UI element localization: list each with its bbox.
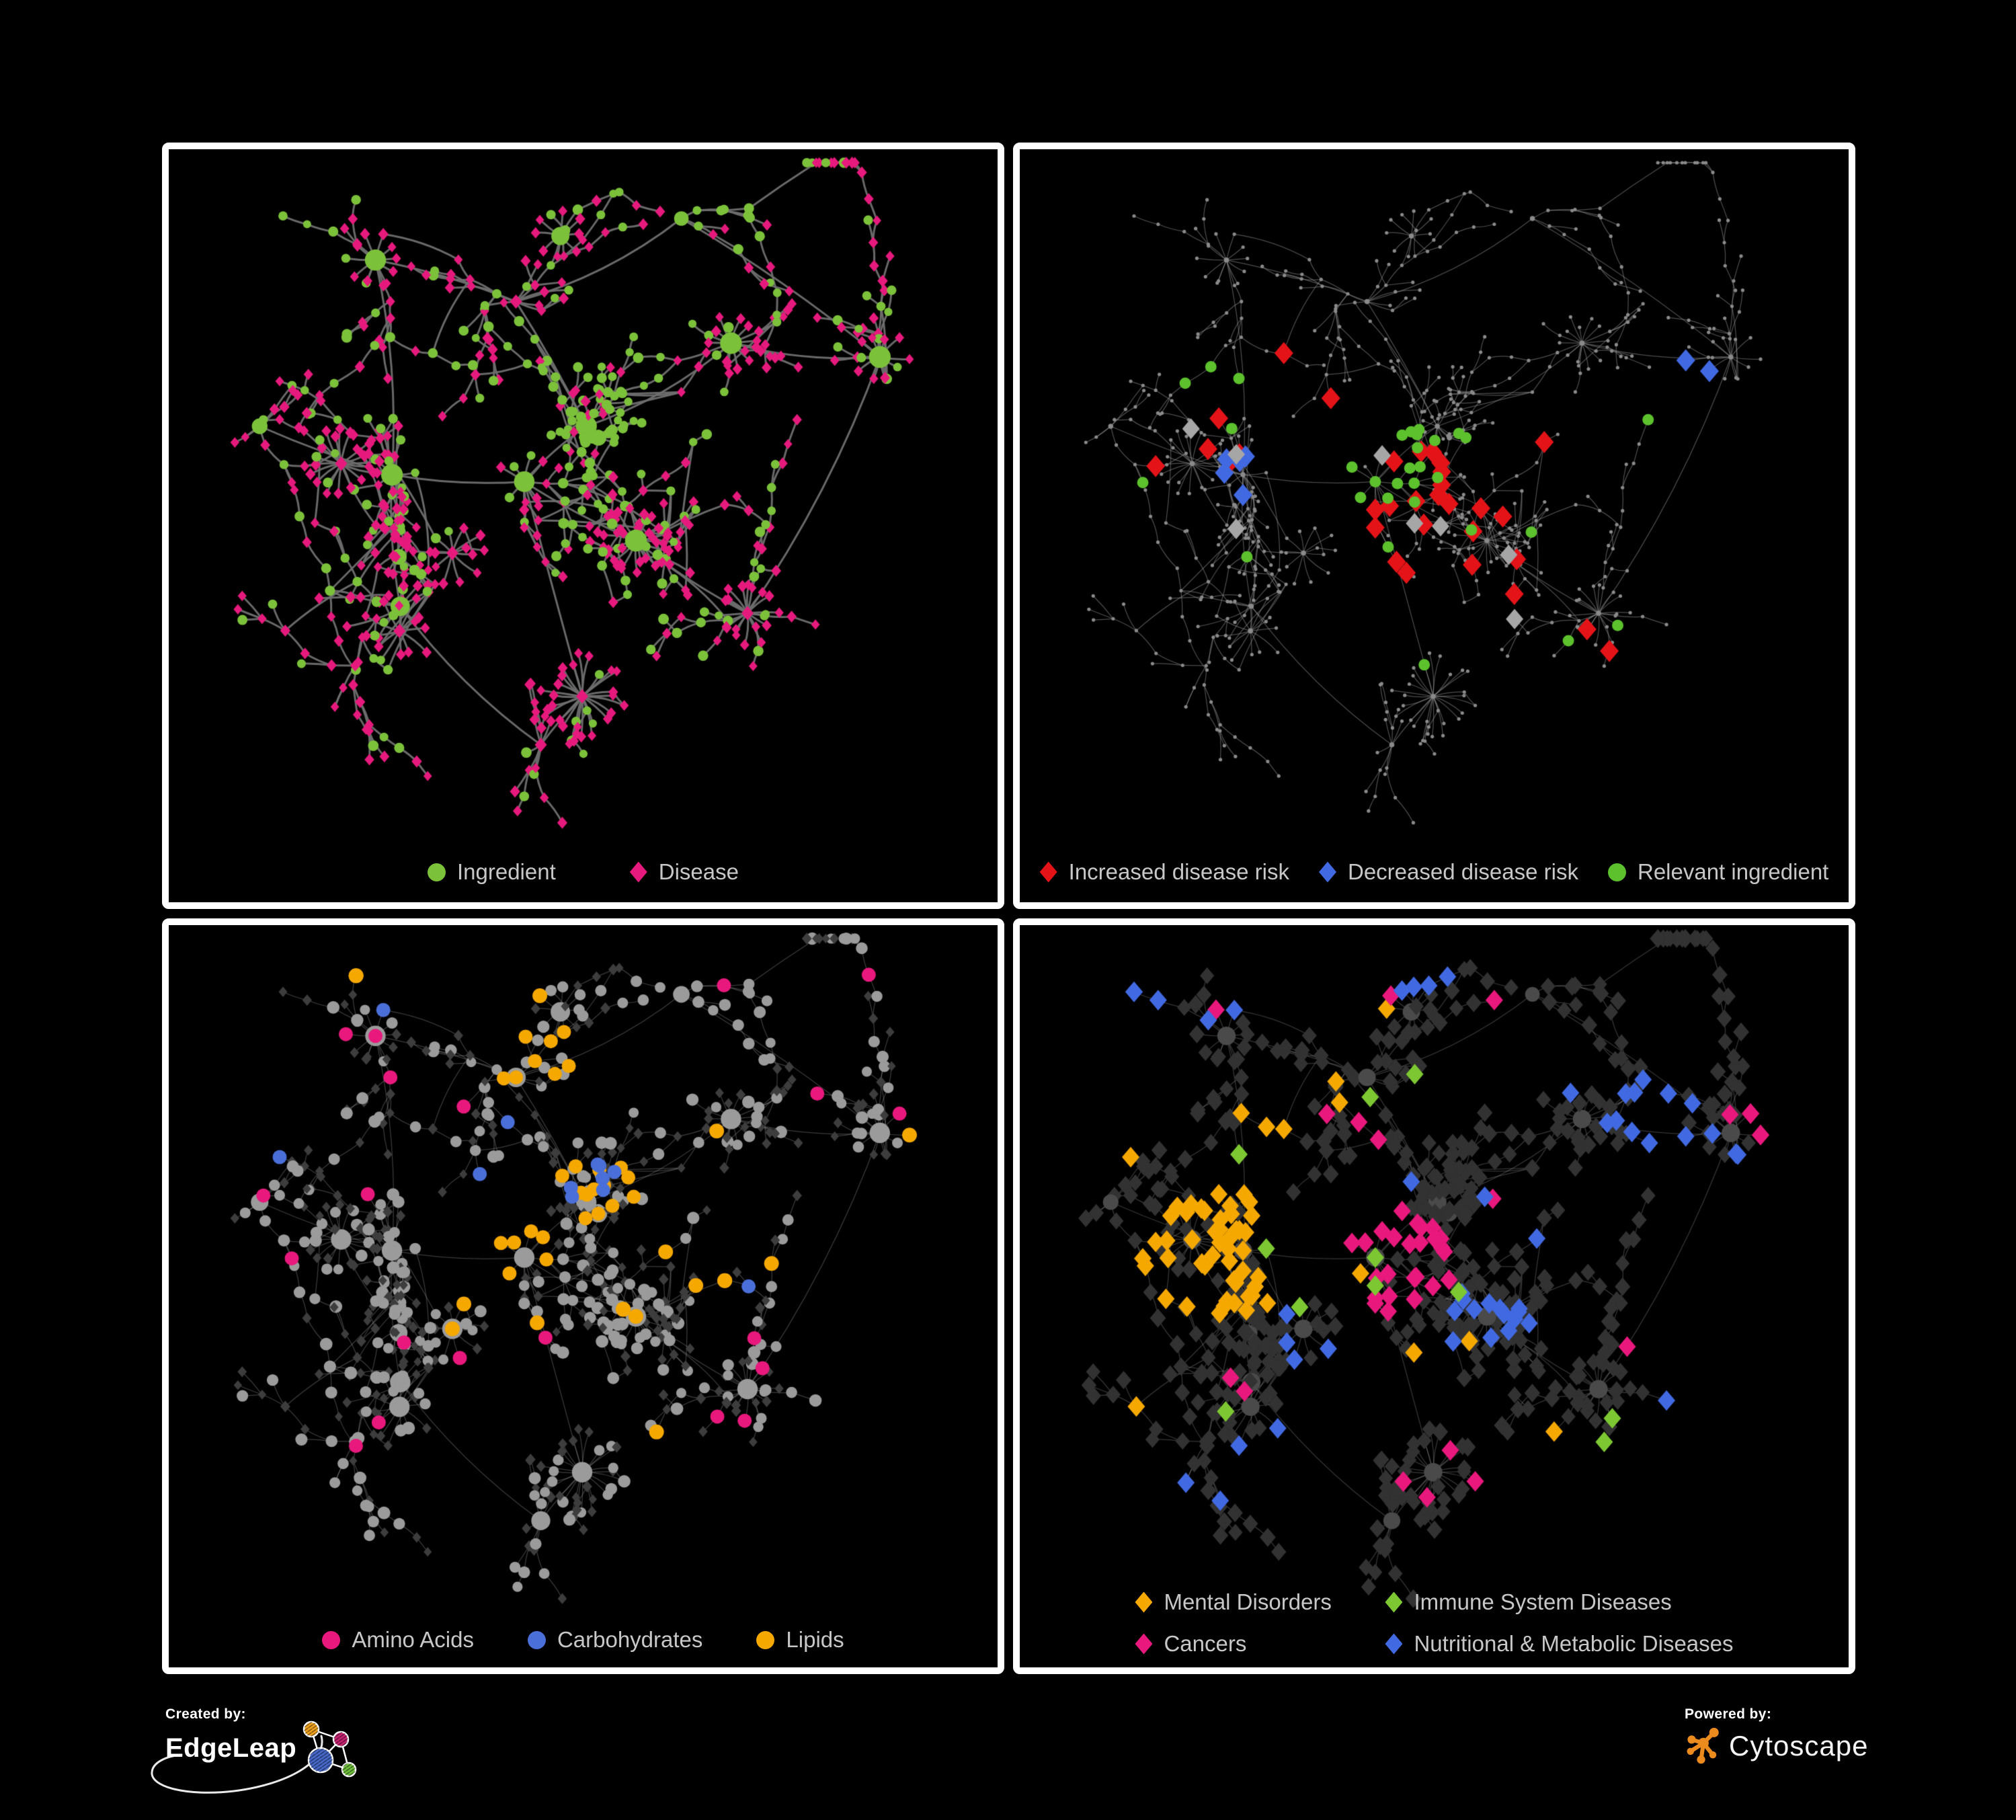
network-canvas-ingredient-disease [169,149,998,902]
network-canvas-macronutrients [169,925,998,1667]
diamond-swatch-icon [1039,861,1057,883]
diamond-swatch-icon [1318,861,1336,883]
circle-swatch-icon [1607,863,1626,881]
legend-item: Nutritional & Metabolic Diseases [1385,1631,1734,1657]
legend-label: Carbohydrates [557,1627,703,1652]
diamond-swatch-icon [1385,1591,1403,1613]
legend-macronutrients: Amino Acids Carbohydrates Lipids [169,1627,998,1653]
edgeleap-logo-icon [303,1720,357,1778]
diamond-swatch-icon [1135,1591,1153,1613]
circle-swatch-icon [527,1630,546,1649]
legend-item: Decreased disease risk [1318,859,1578,885]
panel-macronutrients: Amino Acids Carbohydrates Lipids [162,918,1004,1674]
legend-item: Increased disease risk [1039,859,1289,885]
legend-label: Nutritional & Metabolic Diseases [1414,1631,1734,1656]
legend-label: Decreased disease risk [1347,859,1578,884]
legend-label: Ingredient [456,859,556,884]
circle-swatch-icon [756,1630,775,1649]
circle-swatch-icon [322,1630,341,1649]
legend-item: Immune System Diseases [1385,1589,1733,1615]
legend-item: Relevant ingredient [1607,859,1829,885]
legend-label: Disease [658,859,739,884]
cytoscape-wordmark: Cytoscape [1729,1730,1869,1762]
legend-ingredient-disease: Ingredient Disease [169,859,998,885]
cytoscape-logo-icon [1687,1727,1719,1764]
created-by-block: Created by: EdgeLeap [151,1706,364,1794]
edgeleap-wordmark: EdgeLeap [165,1733,297,1763]
legend-item: Amino Acids [322,1627,474,1653]
legend-label: Increased disease risk [1068,859,1289,884]
diamond-swatch-icon [629,861,647,883]
legend-label: Mental Disorders [1164,1589,1332,1614]
created-by-label: Created by: [165,1706,246,1722]
legend-label: Immune System Diseases [1414,1589,1672,1614]
legend-item: Ingredient [427,859,556,885]
panel-ingredient-disease: Ingredient Disease [162,143,1004,909]
circle-swatch-icon [427,863,446,881]
legend-label: Relevant ingredient [1637,859,1829,884]
panel-disease-risk: Increased disease risk Decreased disease … [1013,143,1855,909]
legend-item: Carbohydrates [527,1627,703,1653]
powered-by-label: Powered by: [1685,1706,1772,1722]
legend-item: Cancers [1135,1631,1385,1657]
legend-label: Amino Acids [352,1627,474,1652]
legend-item: Lipids [756,1627,844,1653]
legend-disease-classes: Mental Disorders Immune System Diseases Ca… [1020,1589,1849,1657]
legend-item: Disease [629,859,739,885]
legend-item: Mental Disorders [1135,1589,1385,1615]
diamond-swatch-icon [1385,1633,1403,1655]
network-canvas-disease-risk [1020,149,1849,902]
legend-label: Lipids [786,1627,844,1652]
legend-label: Cancers [1164,1631,1247,1656]
powered-by-block: Powered by: Cytoscape [1685,1706,1868,1767]
diamond-swatch-icon [1135,1633,1153,1655]
panel-disease-classes: Mental Disorders Immune System Diseases Ca… [1013,918,1855,1674]
network-canvas-disease-classes [1020,925,1849,1667]
legend-disease-risk: Increased disease risk Decreased disease … [1020,859,1849,885]
